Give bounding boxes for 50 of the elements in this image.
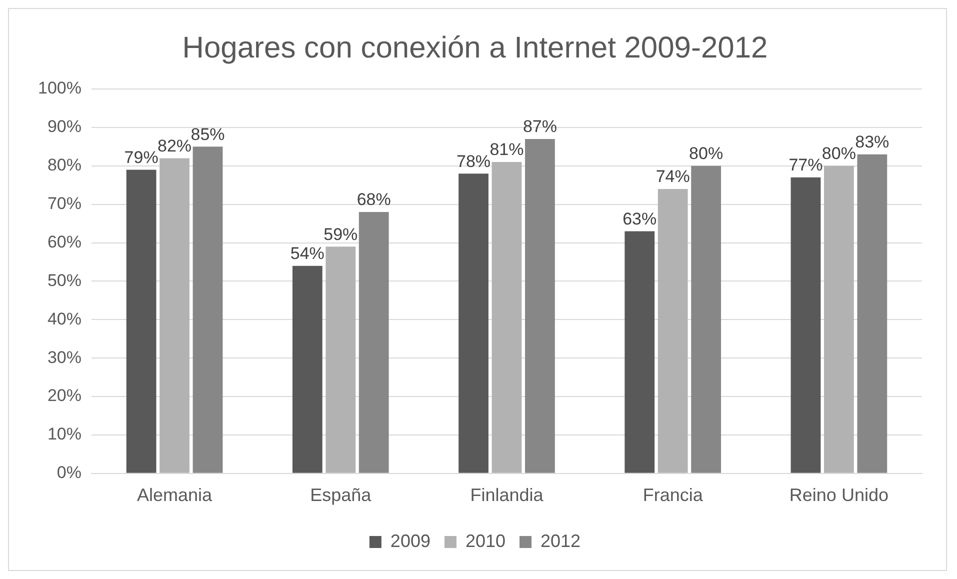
bar xyxy=(658,188,688,473)
bar xyxy=(790,177,821,473)
bar xyxy=(492,162,522,473)
data-label: 77% xyxy=(788,156,823,175)
data-label: 83% xyxy=(855,132,890,152)
data-label: 63% xyxy=(622,209,657,228)
y-tick-label: 20% xyxy=(47,386,82,406)
y-tick-label: 50% xyxy=(47,270,82,290)
bar xyxy=(857,154,888,473)
data-label: 82% xyxy=(158,136,192,156)
y-tick-label: 60% xyxy=(47,232,82,252)
bar xyxy=(192,146,223,473)
bar xyxy=(824,166,854,473)
data-label: 79% xyxy=(124,148,158,167)
y-tick-label: 30% xyxy=(47,348,82,367)
y-tick-label: 90% xyxy=(47,117,82,136)
y-tick-label: 100% xyxy=(38,78,82,98)
data-label: 85% xyxy=(190,124,225,144)
bar xyxy=(326,246,356,473)
bar xyxy=(358,212,389,473)
data-label: 87% xyxy=(522,117,557,136)
y-tick-label: 0% xyxy=(56,463,82,482)
data-label: 80% xyxy=(689,144,724,164)
data-label: 78% xyxy=(456,152,491,171)
x-tick-label: Finlandia xyxy=(470,485,544,506)
legend-label: 2010 xyxy=(465,530,506,551)
x-tick-label: Reino Unido xyxy=(789,485,888,506)
y-tick-label: 10% xyxy=(47,424,82,444)
data-label: 81% xyxy=(490,140,524,160)
bar xyxy=(525,138,555,473)
x-tick-label: España xyxy=(310,485,372,506)
data-label: 54% xyxy=(290,244,324,264)
x-tick-label: Alemania xyxy=(137,485,214,506)
bar xyxy=(292,266,322,473)
bar xyxy=(624,231,655,473)
bar xyxy=(126,170,156,473)
data-label: 80% xyxy=(822,144,856,164)
y-tick-label: 80% xyxy=(47,156,82,175)
legend-label: 2012 xyxy=(540,530,581,551)
bar xyxy=(160,158,190,473)
bar xyxy=(458,174,488,473)
y-tick-label: 40% xyxy=(47,309,82,328)
x-tick-label: Francia xyxy=(642,485,704,506)
data-label: 59% xyxy=(324,224,358,244)
data-label: 74% xyxy=(656,167,690,186)
data-label: 68% xyxy=(356,190,391,210)
chart-title: Hogares con conexión a Internet 2009-2012 xyxy=(182,31,768,64)
y-tick-label: 70% xyxy=(47,194,82,214)
bar xyxy=(691,166,722,473)
legend-label: 2009 xyxy=(390,530,430,551)
